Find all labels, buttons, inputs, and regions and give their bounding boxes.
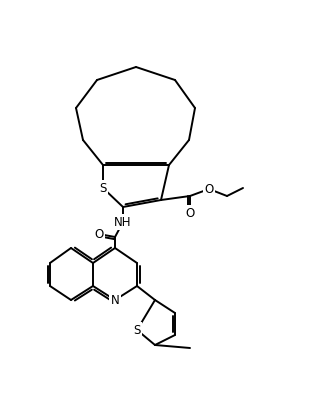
Text: N: N <box>111 294 119 307</box>
Text: S: S <box>133 323 141 336</box>
Text: O: O <box>204 182 214 195</box>
Text: O: O <box>94 227 104 240</box>
Text: O: O <box>185 206 195 219</box>
Text: NH: NH <box>114 216 132 229</box>
Text: S: S <box>99 182 107 195</box>
